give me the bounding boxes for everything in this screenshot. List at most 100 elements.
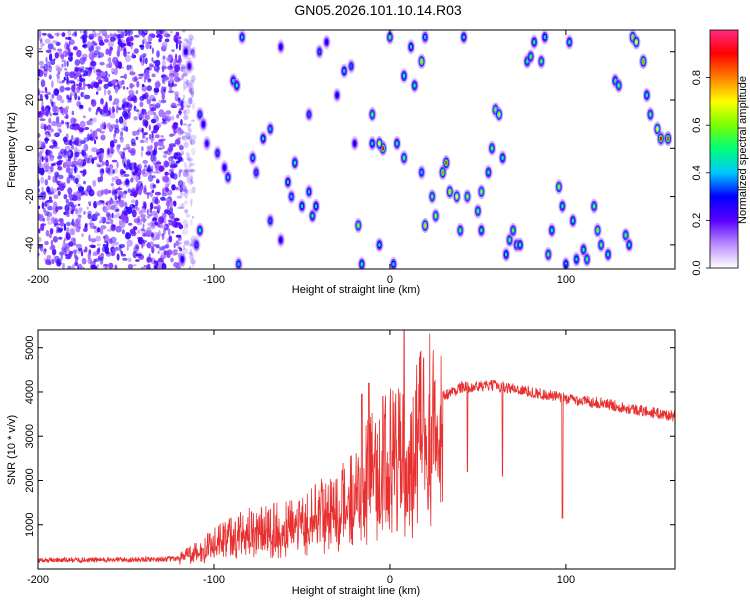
noise-dot <box>66 214 70 217</box>
noise-dot <box>142 111 147 116</box>
spectral-peak <box>603 247 613 262</box>
noise-dot <box>113 33 119 37</box>
noise-dot <box>55 73 58 77</box>
noise-dot <box>104 34 110 39</box>
snr-series-line <box>38 330 675 565</box>
noise-dot <box>188 87 193 93</box>
noise-dot <box>64 204 70 213</box>
noise-dot <box>189 248 193 254</box>
noise-dot <box>186 104 191 109</box>
noise-dot <box>76 162 79 166</box>
noise-dot <box>143 132 148 136</box>
noise-dot <box>141 208 147 214</box>
noise-dot <box>54 52 59 59</box>
noise-dot <box>74 92 78 101</box>
noise-dot <box>135 136 139 140</box>
noise-dot <box>141 83 145 88</box>
x-tick-label: -100 <box>203 574 225 586</box>
peak-layer <box>178 30 673 269</box>
y-tick-label: 20 <box>24 94 36 106</box>
noise-dot <box>108 262 114 269</box>
noise-dot <box>51 139 55 143</box>
spectral-peak <box>290 155 300 171</box>
noise-dot <box>154 88 159 93</box>
spectral-peak <box>463 189 472 205</box>
noise-dot <box>123 73 127 80</box>
noise-dot <box>59 106 64 114</box>
noise-dot <box>88 67 94 70</box>
noise-dot <box>141 127 144 134</box>
y-tick-label: 3000 <box>24 424 36 448</box>
noise-dot <box>108 49 112 57</box>
noise-dot <box>71 110 75 116</box>
noise-dot <box>70 204 73 208</box>
noise-dot <box>117 34 121 42</box>
noise-dot <box>68 194 73 199</box>
noise-dot <box>120 131 124 137</box>
spectral-peak <box>276 232 285 248</box>
noise-dot <box>116 30 123 34</box>
noise-dot <box>132 226 138 231</box>
colorbar-tick-label: 0.0 <box>691 260 703 275</box>
noise-dot <box>130 147 136 154</box>
noise-dot <box>104 38 109 43</box>
noise-dot <box>190 179 194 185</box>
noise-dot <box>128 89 135 95</box>
noise-dot <box>74 30 77 38</box>
y-tick-label: 40 <box>24 46 36 58</box>
spectral-peak <box>582 251 592 267</box>
noise-dot <box>133 34 140 38</box>
noise-dot <box>146 98 152 105</box>
noise-dot <box>68 151 71 157</box>
noise-dot <box>49 228 54 235</box>
noise-dot <box>153 111 157 116</box>
noise-dot <box>185 169 192 173</box>
noise-dot <box>155 102 161 109</box>
noise-dot <box>74 166 78 174</box>
noise-dot <box>173 252 179 255</box>
noise-dot <box>139 95 145 102</box>
noise-dot <box>133 75 138 83</box>
noise-dot <box>142 56 146 64</box>
noise-dot <box>139 101 144 108</box>
noise-dot <box>71 209 74 215</box>
noise-dot <box>153 124 160 131</box>
noise-dot <box>174 223 177 228</box>
noise-dot <box>144 139 149 143</box>
noise-dot <box>178 241 182 245</box>
noise-dot <box>66 232 71 241</box>
noise-dot <box>126 206 133 215</box>
noise-dot <box>100 98 104 105</box>
noise-dot <box>176 114 180 119</box>
noise-dot <box>81 257 87 265</box>
noise-dot <box>135 259 140 262</box>
noise-dot <box>53 194 59 200</box>
noise-dot <box>121 66 125 70</box>
noise-dot <box>177 235 182 242</box>
noise-dot <box>48 196 52 201</box>
noise-dot <box>114 86 119 92</box>
noise-dot <box>190 50 196 58</box>
noise-dot <box>114 264 118 269</box>
noise-dot <box>184 209 189 214</box>
noise-dot <box>118 144 121 148</box>
noise-dot <box>101 160 105 167</box>
noise-dot <box>58 49 63 57</box>
noise-dot <box>111 67 115 75</box>
noise-dot <box>102 235 106 239</box>
noise-dot <box>180 203 185 210</box>
noise-dot <box>119 136 124 144</box>
noise-dot <box>135 245 139 249</box>
colorbar: 0.0 0.2 0.4 0.6 0.8 Normalized spectral ampl… <box>691 29 749 276</box>
noise-dot <box>191 48 195 57</box>
noise-dot <box>93 81 99 89</box>
noise-dot <box>161 121 168 125</box>
noise-dot <box>68 41 71 47</box>
noise-dot <box>60 53 65 60</box>
noise-dot <box>116 253 120 261</box>
noise-dot <box>118 219 122 227</box>
noise-dot <box>124 201 128 209</box>
noise-dot <box>160 121 167 124</box>
noise-dot <box>106 122 112 130</box>
noise-dot <box>65 256 72 260</box>
